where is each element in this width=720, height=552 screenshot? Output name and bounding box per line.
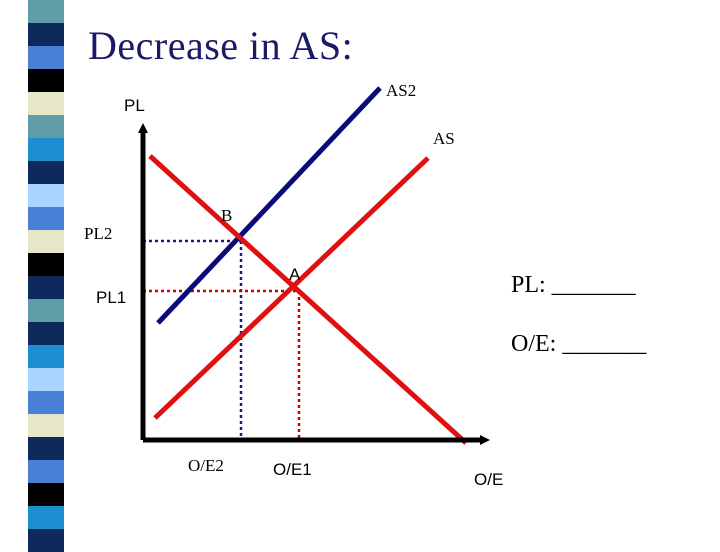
as-curve <box>153 156 430 420</box>
point-a-label: A <box>289 265 301 284</box>
stripe-block <box>28 23 64 46</box>
stripe-block <box>28 138 64 161</box>
point-b-label: B <box>221 206 233 225</box>
stripe-block <box>28 46 64 69</box>
as-decrease-diagram <box>138 86 490 445</box>
x-axis-label: O/E <box>474 470 504 489</box>
stripe-block <box>28 437 64 460</box>
stripe-block <box>28 299 64 322</box>
pl-answer-prompt: PL: _______ <box>511 272 636 298</box>
stripe-block <box>28 506 64 529</box>
slide-title: Decrease in AS: <box>88 23 354 68</box>
stripe-block <box>28 253 64 276</box>
as2-curve <box>156 86 382 325</box>
stripe-block <box>28 230 64 253</box>
oe-answer-prompt: O/E: _______ <box>511 331 647 357</box>
as-label: AS <box>433 129 455 148</box>
stripe-block <box>28 207 64 230</box>
stripe-block <box>28 414 64 437</box>
pl1-label: PL1 <box>96 288 127 307</box>
stripe-block <box>28 115 64 138</box>
stripe-block <box>28 460 64 483</box>
stripe-block <box>28 368 64 391</box>
stripe-block <box>28 161 64 184</box>
stripe-block <box>28 69 64 92</box>
stripe-block <box>28 345 64 368</box>
stripe-block <box>28 184 64 207</box>
decorative-stripe-bar <box>28 0 64 552</box>
stripe-block <box>28 0 64 23</box>
ad-curve <box>148 154 468 445</box>
as2-label: AS2 <box>386 81 417 100</box>
stripe-block <box>28 276 64 299</box>
oe2-label: O/E2 <box>188 456 224 475</box>
y-axis-label: PL <box>124 96 145 115</box>
pl2-label: PL2 <box>84 224 113 243</box>
stripe-block <box>28 391 64 414</box>
stripe-block <box>28 483 64 506</box>
stripe-block <box>28 322 64 345</box>
stripe-block <box>28 92 64 115</box>
oe1-label: O/E1 <box>273 460 312 479</box>
